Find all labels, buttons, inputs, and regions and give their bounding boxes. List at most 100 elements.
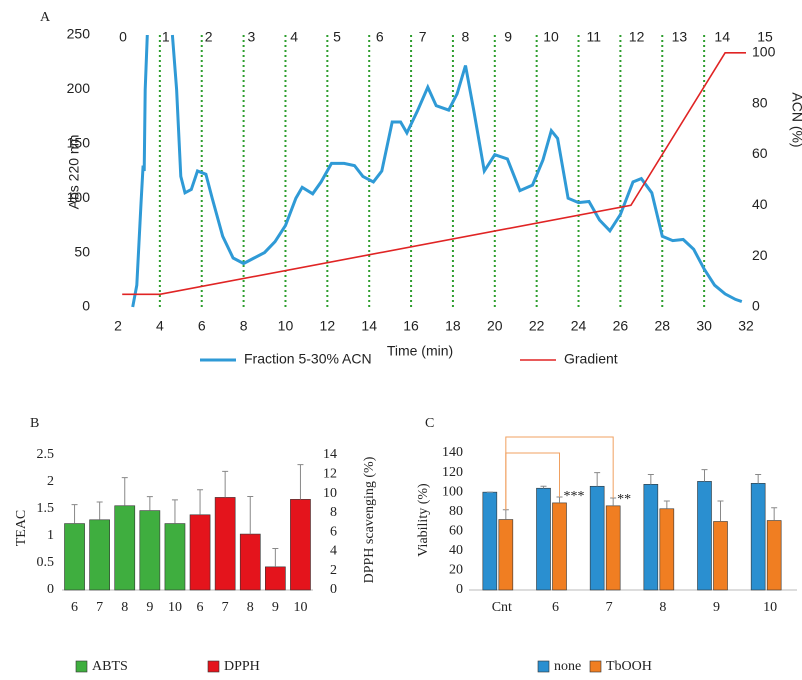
bar xyxy=(589,485,605,591)
fraction-label: 13 xyxy=(672,29,688,45)
error-bar xyxy=(197,489,204,515)
x-tick-label: 10 xyxy=(168,600,182,615)
y2-tick-label: 40 xyxy=(752,196,768,212)
y-tick-label: 2 xyxy=(47,474,54,489)
x-tick-label: 22 xyxy=(529,318,545,334)
y-tick-label: 150 xyxy=(67,135,91,151)
x-tick-label: 18 xyxy=(445,318,461,334)
error-bar xyxy=(171,499,178,524)
bar xyxy=(713,521,728,591)
fraction-label: 4 xyxy=(290,29,298,45)
y-tick-label: 60 xyxy=(449,524,463,539)
y-tick-label: 0 xyxy=(82,298,90,314)
fraction-label: 3 xyxy=(248,29,256,45)
error-bar xyxy=(540,485,547,489)
fraction-label: 12 xyxy=(629,29,645,45)
bar xyxy=(64,523,85,591)
x-tick-label: 6 xyxy=(552,600,559,615)
x-tick-label: 30 xyxy=(696,318,712,334)
y-tick-label: 200 xyxy=(67,80,91,96)
x-tick-label: 16 xyxy=(403,318,419,334)
legend-label: Fraction 5-30% ACN xyxy=(244,351,372,367)
error-bar xyxy=(502,509,509,520)
y-tick-label: 140 xyxy=(442,445,463,460)
bar xyxy=(552,502,567,591)
y-tick-label: 120 xyxy=(442,465,463,480)
x-tick-label: 8 xyxy=(247,600,254,615)
error-bar xyxy=(146,496,153,511)
fraction-label: 10 xyxy=(543,29,559,45)
significance-label: ** xyxy=(617,492,631,507)
bar xyxy=(536,487,551,591)
y-tick-label: 2.5 xyxy=(37,447,55,462)
bar xyxy=(659,508,675,591)
legend-label: none xyxy=(554,659,581,674)
bar xyxy=(164,523,186,591)
x-tick-label: 10 xyxy=(763,600,777,615)
x-tick-label: 7 xyxy=(96,600,103,615)
bar xyxy=(89,519,110,591)
fraction-label: 6 xyxy=(376,29,384,45)
fraction-label: 7 xyxy=(419,29,427,45)
legend-swatch xyxy=(207,660,220,673)
x-tick-label: 26 xyxy=(613,318,629,334)
bar xyxy=(750,483,766,591)
y-tick-label: 20 xyxy=(449,563,463,578)
x-tick-label: 32 xyxy=(738,318,754,334)
fraction-label: 5 xyxy=(333,29,341,45)
bar xyxy=(697,481,712,591)
x-tick-label: 8 xyxy=(121,600,128,615)
fraction-label: 15 xyxy=(757,29,773,45)
x-tick-label: 20 xyxy=(487,318,503,334)
significance-bracket xyxy=(505,436,614,510)
y-tick-label: 100 xyxy=(442,484,463,499)
y2-tick-label: 60 xyxy=(752,145,768,161)
error-bar xyxy=(96,501,103,520)
panel-label: C xyxy=(425,416,434,431)
error-bar xyxy=(247,495,254,535)
error-bar xyxy=(610,497,617,506)
significance-label: *** xyxy=(564,489,585,504)
bar xyxy=(605,505,621,591)
error-bar xyxy=(556,496,563,503)
error-bar xyxy=(297,464,304,500)
y-tick-label: 1.5 xyxy=(37,501,55,516)
fraction-label: 2 xyxy=(205,29,213,45)
error-bar xyxy=(71,504,78,524)
legend-label: Gradient xyxy=(564,351,618,367)
y2-tick-label: 20 xyxy=(752,247,768,263)
bar xyxy=(139,510,161,591)
bar xyxy=(214,497,236,591)
y2-axis-title: ACN (%) xyxy=(789,92,802,147)
legend-swatch xyxy=(75,660,88,673)
x-tick-label: 10 xyxy=(293,600,307,615)
x-tick-label: 7 xyxy=(606,600,613,615)
x-tick-label: 4 xyxy=(156,318,164,334)
x-tick-label: 9 xyxy=(146,600,153,615)
y2-tick-label: 6 xyxy=(330,524,337,539)
y2-tick-label: 0 xyxy=(330,582,337,597)
legend-label: TbOOH xyxy=(606,659,652,674)
bar xyxy=(265,566,286,591)
error-bar xyxy=(222,470,229,498)
x-tick-label: 6 xyxy=(71,600,78,615)
panel-label: A xyxy=(40,10,51,25)
legend-swatch xyxy=(537,660,550,673)
fraction-label: 8 xyxy=(462,29,470,45)
bar xyxy=(114,505,136,591)
bar xyxy=(482,491,498,591)
y2-axis-title: DPPH scavenging (%) xyxy=(362,456,377,583)
x-tick-label: 6 xyxy=(197,600,204,615)
y-tick-label: 0.5 xyxy=(37,555,55,570)
bar xyxy=(290,499,311,591)
fraction-label: 11 xyxy=(587,29,602,45)
bar xyxy=(766,520,782,591)
y2-tick-label: 0 xyxy=(752,298,760,314)
x-axis-title: Time (min) xyxy=(387,343,453,359)
y2-tick-label: 2 xyxy=(330,563,337,578)
y2-tick-label: 4 xyxy=(330,544,337,559)
x-tick-label: 24 xyxy=(571,318,587,334)
data-line xyxy=(122,52,746,296)
y2-tick-label: 100 xyxy=(752,43,776,59)
